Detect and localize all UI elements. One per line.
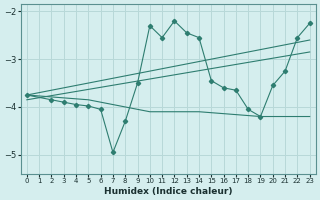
X-axis label: Humidex (Indice chaleur): Humidex (Indice chaleur) — [104, 187, 233, 196]
